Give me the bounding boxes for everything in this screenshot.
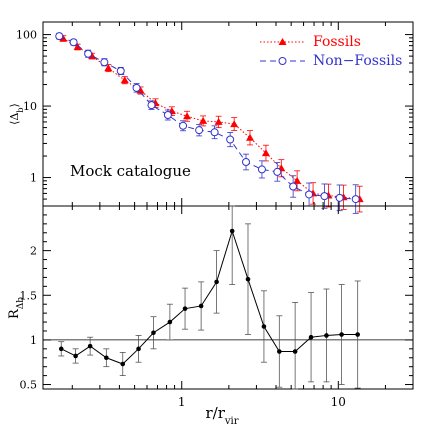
- nonfossils-point: [241, 158, 250, 167]
- ratio-point: [182, 306, 188, 311]
- nonfossils-point: [226, 135, 235, 144]
- y-tick-label: 1: [30, 334, 37, 347]
- nonfossils-point: [257, 165, 266, 174]
- ratio-point: [324, 333, 329, 338]
- nonfossils-point: [84, 49, 93, 58]
- bottom-plot-frame: [42, 205, 414, 390]
- y-tick-label: 1.5: [20, 289, 38, 302]
- bottom-panel: 1 10 0.5 1 1.5 2: [20, 205, 414, 409]
- nonfossils-point: [195, 126, 204, 135]
- y-tick-label: 0.5: [20, 379, 38, 392]
- legend-nonfossils-label: Non−Fossils: [313, 53, 402, 69]
- fossils-point: [230, 120, 239, 128]
- ratio-point: [198, 303, 204, 309]
- ratio-point: [229, 228, 235, 234]
- ratio-point: [261, 324, 267, 329]
- fossils-point: [199, 116, 208, 124]
- fossils-point: [73, 43, 82, 51]
- nonfossils-point: [69, 38, 78, 47]
- nonfossils-point: [163, 111, 172, 120]
- ratio-point: [136, 346, 141, 352]
- fossils-point: [245, 133, 254, 141]
- nonfossils-point: [100, 58, 109, 67]
- nonfossils-point: [55, 32, 64, 41]
- y-tick-label: 2: [30, 245, 37, 258]
- ratio-point: [167, 319, 173, 325]
- ratio-point: [245, 276, 251, 282]
- x-axis-label: r/rvir: [205, 404, 238, 427]
- nonfossils-point: [210, 128, 219, 137]
- ratio-point: [214, 279, 219, 285]
- top-panel: 100 10 1: [16, 21, 414, 214]
- y-tick-label: 100: [16, 29, 37, 42]
- nonfossils-point: [305, 190, 314, 199]
- fossils-point: [214, 117, 223, 125]
- fossils-point: [183, 112, 192, 120]
- fossils-point: [120, 76, 129, 84]
- ratio-point: [104, 355, 109, 361]
- nonfossils-point: [289, 182, 298, 191]
- ratio-point: [308, 334, 314, 340]
- ratio-point: [339, 332, 344, 337]
- annotation-text: Mock catalogue: [70, 162, 191, 180]
- x-tick-label: 1: [178, 395, 186, 409]
- legend: Fossils Non−Fossils: [260, 34, 402, 69]
- legend-nonfossils-marker: [278, 57, 287, 65]
- legend-fossils-marker: [278, 38, 287, 45]
- nonfossils-point: [132, 83, 141, 92]
- x-tick-label: 10: [331, 395, 346, 409]
- ratio-point: [58, 346, 64, 352]
- ratio-point: [73, 353, 78, 359]
- nonfossils-point: [116, 66, 125, 75]
- ratio-point: [277, 349, 282, 354]
- ratio-point: [151, 330, 156, 336]
- y-tick-label: 1: [30, 172, 37, 185]
- fossils-point: [104, 64, 113, 72]
- fossils-point: [261, 149, 270, 157]
- nonfossils-point: [351, 195, 360, 204]
- fossils-point: [293, 176, 302, 184]
- ratio-line: [61, 229, 358, 365]
- nonfossils-point: [147, 101, 156, 110]
- ratio-point: [292, 349, 298, 354]
- ratio-point: [355, 332, 360, 337]
- ratio-point: [120, 361, 126, 367]
- ratio-point: [87, 343, 93, 349]
- legend-fossils-label: Fossils: [313, 34, 361, 50]
- nonfossils-point: [179, 121, 188, 130]
- y-tick-label: 10: [23, 100, 37, 113]
- nonfossils-point: [273, 167, 282, 176]
- nonfossils-point: [335, 193, 344, 202]
- nonfossils-point: [320, 192, 329, 201]
- bottom-ylabel: RΔb: [7, 297, 26, 319]
